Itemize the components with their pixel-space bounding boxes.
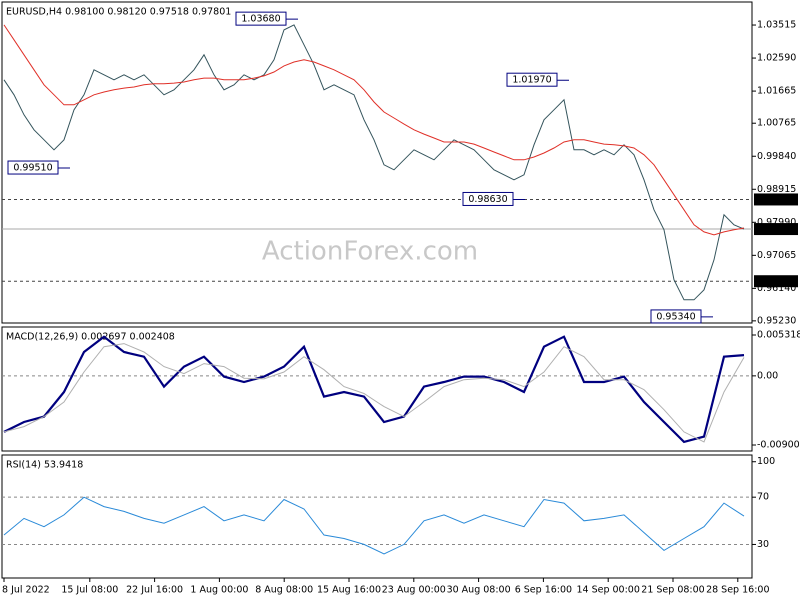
series-line <box>3 335 745 444</box>
annotation-box <box>7 160 59 175</box>
annotation-label: 0.95340 <box>656 311 695 322</box>
series-line <box>3 496 745 555</box>
panel-title: MACD(12,26,9) 0.002697 0.002408 <box>6 332 175 343</box>
price-level-label: 0.97801 <box>756 224 795 235</box>
x-tick-label: 6 Sep 16:00 <box>515 585 572 596</box>
panel-frame <box>1 454 753 579</box>
annotation-box <box>506 72 558 87</box>
y-tick-label: 1.02590 <box>757 53 796 64</box>
price-level-box <box>754 223 798 236</box>
panel-frame <box>1 1 753 324</box>
y-tick-label: 0.99840 <box>757 151 796 162</box>
annotation-box <box>235 11 287 26</box>
x-tick-label: 1 Aug 00:00 <box>190 585 248 596</box>
series-line <box>3 24 745 301</box>
y-tick-label: 0.97065 <box>757 250 796 261</box>
x-tick-label: 23 Aug 00:00 <box>382 585 446 596</box>
y-tick-label: 0.005318 <box>757 330 800 341</box>
y-tick-label: 0.00 <box>757 370 778 381</box>
annotation-label: 1.01970 <box>512 75 551 86</box>
panel-title: RSI(14) 53.9418 <box>6 460 83 471</box>
watermark: ActionForex.com <box>262 237 478 267</box>
price-level-box <box>754 193 798 206</box>
y-tick-label: 0.97990 <box>757 217 796 228</box>
y-tick-label: 0.96140 <box>757 283 796 294</box>
x-tick-label: 8 Aug 08:00 <box>255 585 313 596</box>
x-tick-label: 15 Jul 08:00 <box>61 585 118 596</box>
series-line <box>3 343 745 443</box>
x-tick-label: 14 Sep 00:00 <box>576 585 639 596</box>
y-tick-label: 100 <box>757 456 775 467</box>
x-tick-label: 30 Aug 08:00 <box>447 585 511 596</box>
y-tick-label: 1.03515 <box>757 20 796 31</box>
y-tick-label: 1.01665 <box>757 86 796 97</box>
y-tick-label: 70 <box>757 492 769 503</box>
series-line <box>3 24 745 236</box>
price-level-label: 0.98630 <box>756 194 795 205</box>
x-tick-label: 15 Aug 16:00 <box>317 585 381 596</box>
price-level-box <box>754 275 798 288</box>
annotation-label: 0.98630 <box>468 194 507 205</box>
annotation-box <box>462 191 514 206</box>
annotation-label: 1.03680 <box>241 14 280 25</box>
x-tick-label: 21 Sep 08:00 <box>641 585 704 596</box>
y-tick-label: 1.00765 <box>757 118 796 129</box>
annotation-box <box>650 309 702 324</box>
x-tick-label: 28 Sep 16:00 <box>706 585 769 596</box>
y-tick-label: 30 <box>757 539 769 550</box>
y-tick-label: -0.009001 <box>757 440 800 451</box>
panel-title: EURUSD,H4 0.98100 0.98120 0.97518 0.9780… <box>6 7 231 18</box>
y-tick-label: 0.95230 <box>757 315 796 326</box>
x-tick-label: 8 Jul 2022 <box>2 585 50 596</box>
x-tick-label: 22 Jul 16:00 <box>126 585 183 596</box>
panel-frame <box>1 326 753 452</box>
price-level-label: 0.96340 <box>756 276 795 287</box>
annotation-label: 0.99510 <box>13 163 52 174</box>
y-tick-label: 0.98915 <box>757 184 796 195</box>
